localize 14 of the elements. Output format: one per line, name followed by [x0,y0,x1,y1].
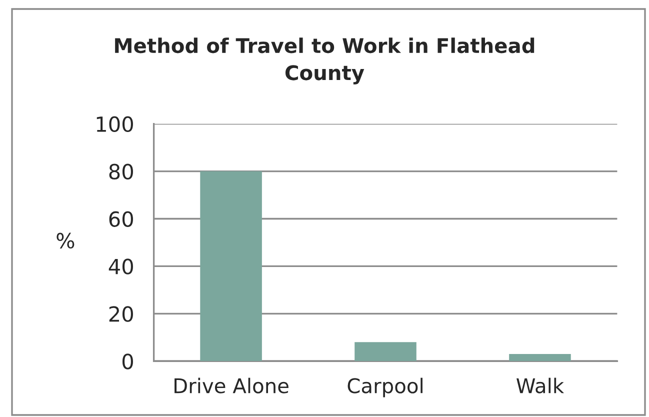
x-tick-label: Walk [516,378,564,394]
bar [354,342,416,362]
y-tick-label: 80 [109,164,133,180]
y-tick-label: 0 [122,354,133,370]
y-tick-label: 100 [96,116,133,132]
bar [509,354,571,362]
x-tick-label: Carpool [348,378,422,398]
y-tick-label: 40 [108,258,133,274]
bar [200,171,262,362]
chart-title: Method of Travel to Work in Flathead County [115,38,534,84]
y-axis-title: % [56,232,74,249]
x-tick-label: Drive Alone [174,378,288,394]
y-tick-label: 20 [109,306,133,322]
y-tick-label: 60 [109,211,133,227]
